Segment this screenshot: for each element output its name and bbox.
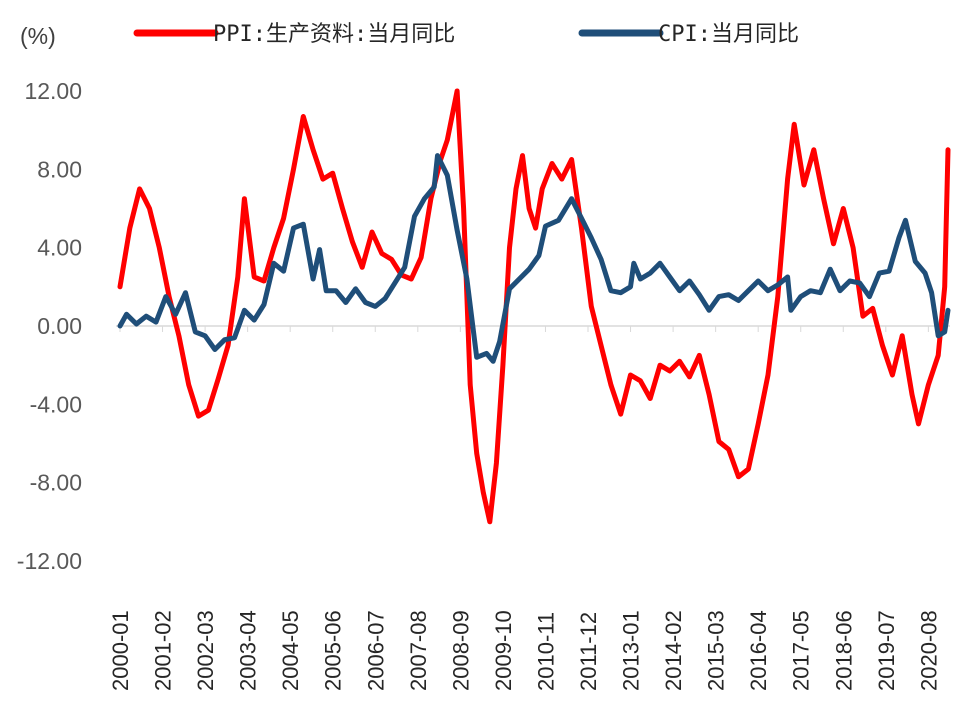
x-tick-label: 2011-12 [576, 612, 601, 691]
y-tick-label: -4.00 [30, 391, 82, 417]
y-axis-ticks: 12.00 8.00 4.00 0.00 -4.00 -8.00 -12.00 [17, 78, 82, 574]
x-tick-label: 2010-11 [533, 612, 558, 691]
x-tick-label: 2019-07 [874, 610, 899, 691]
x-tick-label: 2000-01 [108, 610, 133, 691]
x-tick-label: 2009-10 [491, 610, 516, 691]
x-tick-label: 2020-08 [916, 610, 941, 691]
series-line-cpi [117, 153, 951, 364]
x-tick-label: 2001-02 [151, 610, 176, 691]
x-tick-label: 2005-06 [321, 610, 346, 691]
y-axis-unit-label: (%) [20, 23, 56, 49]
x-axis-tick-marks [119, 326, 929, 332]
x-tick-label: 2006-07 [363, 610, 388, 691]
y-tick-label: -8.00 [30, 470, 82, 496]
x-tick-label: 2002-03 [193, 610, 218, 691]
x-tick-label: 2003-04 [236, 610, 261, 691]
series-lines [117, 88, 951, 525]
x-tick-label: 2015-03 [704, 610, 729, 691]
series-line-ppi [117, 88, 951, 525]
legend-label-cpi: CPI:当月同比 [658, 22, 799, 47]
x-tick-label: 2016-04 [746, 610, 771, 691]
x-tick-label: 2018-06 [831, 610, 856, 691]
x-tick-label: 2007-08 [406, 610, 431, 691]
y-tick-label: 4.00 [37, 235, 82, 261]
x-axis-ticks: 2000-01 2001-02 2002-03 2003-04 2004-05 2005-… [108, 610, 941, 691]
x-tick-label: 2008-09 [448, 610, 473, 691]
y-tick-label: 0.00 [37, 313, 82, 339]
x-tick-label: 2014-02 [661, 610, 686, 691]
legend-label-ppi: PPI:生产资料:当月同比 [213, 22, 455, 47]
x-tick-label: 2017-05 [789, 610, 814, 691]
y-tick-label: -12.00 [17, 548, 82, 574]
x-tick-label: 2004-05 [278, 610, 303, 691]
legend: PPI:生产资料:当月同比 CPI:当月同比 [133, 22, 799, 47]
y-tick-label: 8.00 [37, 156, 82, 182]
x-tick-label: 2013-01 [619, 610, 644, 691]
y-tick-label: 12.00 [24, 78, 82, 104]
